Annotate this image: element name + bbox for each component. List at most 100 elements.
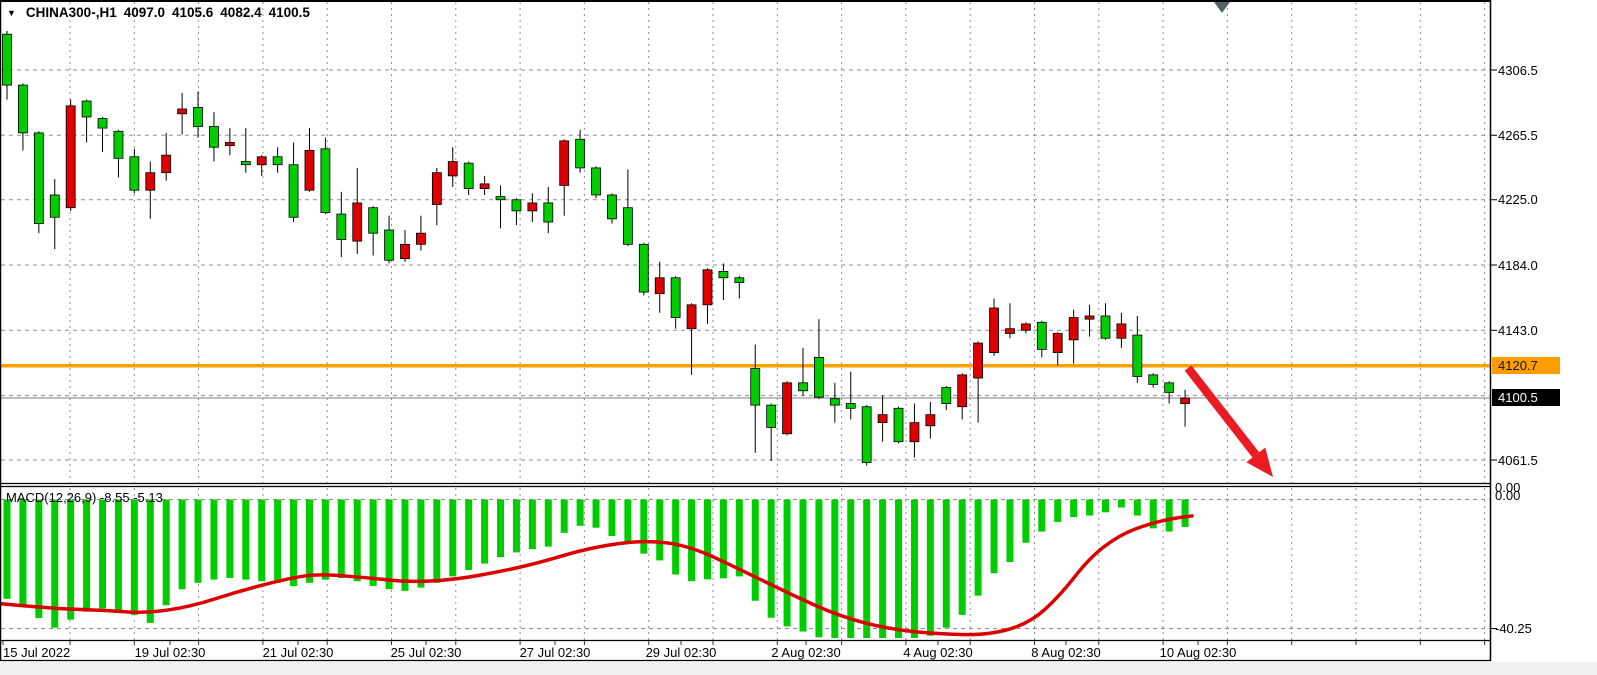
macd-bar xyxy=(162,499,170,606)
bear-candle-body xyxy=(352,202,363,242)
symbol-dropdown-icon[interactable]: ▼ xyxy=(7,7,16,18)
macd-bar xyxy=(640,499,648,554)
macd-bar xyxy=(35,499,43,619)
price-tick-label: 4143.0 xyxy=(1498,322,1538,338)
macd-bar xyxy=(863,499,871,638)
bull-candle-body xyxy=(33,132,44,225)
macd-bar xyxy=(942,499,950,628)
bull-candle-body xyxy=(941,387,952,404)
macd-bar xyxy=(608,499,616,537)
macd-bar xyxy=(178,499,186,590)
macd-bar xyxy=(481,499,489,564)
time-tick-label: 10 Aug 02:30 xyxy=(1159,645,1237,660)
bull-candle-body xyxy=(49,194,60,218)
macd-bar xyxy=(560,499,568,533)
macd-bar xyxy=(417,499,425,588)
ohlc-open: 4097.0 xyxy=(123,5,165,20)
bull-candle-body xyxy=(495,196,506,201)
macd-bar xyxy=(1022,499,1030,543)
macd-zero-label-1: 0.00 xyxy=(1495,480,1521,495)
macd-bar xyxy=(1149,499,1157,529)
bear-candle-body xyxy=(925,414,936,427)
macd-histogram[interactable] xyxy=(3,499,1189,639)
price-tick-label: 4184.0 xyxy=(1498,257,1538,273)
bear-candle-body xyxy=(686,304,697,330)
ohlc-low: 4082.4 xyxy=(220,5,262,20)
macd-bar xyxy=(274,499,282,583)
bear-candle-body xyxy=(65,105,76,209)
macd-bar xyxy=(385,499,393,590)
macd-bar xyxy=(3,499,11,599)
macd-bar xyxy=(847,499,855,638)
ohlc-high: 4105.6 xyxy=(172,5,214,20)
macd-bar xyxy=(958,499,966,615)
macd-bar xyxy=(1006,499,1014,562)
macd-bar xyxy=(576,499,584,526)
macd-bar xyxy=(672,499,680,575)
bull-candle-body xyxy=(845,403,856,409)
macd-bar xyxy=(305,499,313,583)
macd-bar xyxy=(815,499,823,638)
macd-signal-layer xyxy=(0,514,1194,637)
bull-candle-body xyxy=(829,398,840,406)
price-tick-label: 4225.0 xyxy=(1498,192,1538,208)
macd-bar xyxy=(401,499,409,591)
macd-signal-line xyxy=(0,514,1194,637)
time-tick-label: 27 Jul 02:30 xyxy=(519,645,591,660)
bull-candle-body xyxy=(129,156,140,191)
macd-bar xyxy=(544,499,552,547)
macd-bar xyxy=(1038,499,1046,532)
bull-candle-body xyxy=(336,213,347,240)
ohlc-close: 4100.5 xyxy=(268,5,310,20)
symbol-period-label: CHINA300-,H1 xyxy=(25,5,117,20)
bear-candle-body xyxy=(431,172,442,205)
macd-bar xyxy=(242,499,250,580)
macd-bar xyxy=(1117,499,1125,508)
bear-candle-body xyxy=(1116,323,1127,339)
macd-bar xyxy=(321,499,329,580)
bull-candle-body xyxy=(1036,321,1047,350)
orange-price-badge: 4120.7 xyxy=(1492,357,1560,375)
macd-bar xyxy=(767,499,775,618)
time-tick-label: 21 Jul 02:30 xyxy=(262,645,334,660)
macd-bar xyxy=(497,499,505,558)
bear-candle-body xyxy=(400,243,410,260)
candles-layer[interactable] xyxy=(2,30,1190,466)
macd-bar xyxy=(783,499,791,627)
time-tick-label: 19 Jul 02:30 xyxy=(134,645,206,660)
chart-borders xyxy=(0,0,1492,662)
macd-bar xyxy=(1054,499,1062,522)
price-tick-label: 4306.5 xyxy=(1498,62,1538,78)
macd-bar xyxy=(19,499,27,607)
macd-bar xyxy=(83,499,91,612)
time-tick-label: 8 Aug 02:30 xyxy=(1031,645,1101,660)
bull-candle-body xyxy=(718,270,729,279)
bull-candle-body xyxy=(766,404,777,428)
macd-bar xyxy=(624,499,632,542)
bottom-margin-strip xyxy=(0,662,1597,675)
bull-candle-body xyxy=(814,356,824,398)
price-tick-label: 4265.5 xyxy=(1498,127,1538,143)
bear-candle-body xyxy=(1052,333,1063,353)
bear-candle-body xyxy=(654,277,665,295)
macd-indicator-label: MACD(12,26,9) -8.55 -5.13 xyxy=(6,490,163,505)
macd-bar xyxy=(353,499,361,582)
bear-candle-body xyxy=(256,156,267,166)
macd-bar xyxy=(910,499,918,638)
bull-candle-body xyxy=(288,164,299,218)
macd-bar xyxy=(751,499,759,601)
bull-candle-body xyxy=(209,126,219,148)
bear-candle-body xyxy=(702,269,713,306)
macd-bar xyxy=(1101,499,1109,513)
macd-bar xyxy=(831,499,839,638)
macd-bar xyxy=(67,499,75,620)
macd-bar xyxy=(974,499,982,596)
macd-bar xyxy=(528,499,536,550)
bear-candle-body xyxy=(177,108,188,115)
macd-bar xyxy=(1133,499,1141,516)
macd-bar xyxy=(1070,499,1078,518)
bull-candle-body xyxy=(1132,334,1143,377)
bear-candle-body xyxy=(559,140,570,186)
